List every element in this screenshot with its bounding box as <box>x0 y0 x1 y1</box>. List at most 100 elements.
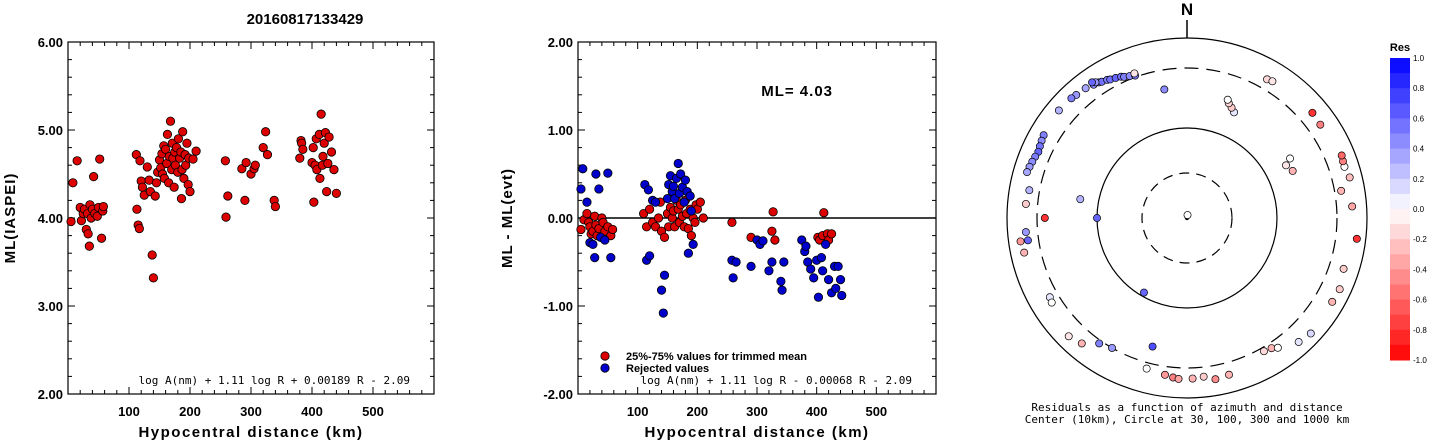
range-circle-1000km <box>1006 37 1368 399</box>
data-point <box>767 257 777 267</box>
colorbar-cell <box>1390 178 1410 195</box>
data-point <box>96 233 107 243</box>
legend-marker-trimmed <box>600 351 610 361</box>
data-point <box>644 251 655 261</box>
figure-title: 20160817133429 <box>247 11 364 28</box>
x-tick-label: 200 <box>179 404 201 419</box>
data-point <box>653 213 664 223</box>
y-tick-label: 2.00 <box>38 387 63 402</box>
azimuth-residual-map: N Residuals as a function of azimuth and… <box>1006 0 1368 426</box>
station-point <box>1108 343 1116 352</box>
station-point <box>1199 372 1208 381</box>
station-point <box>1223 95 1232 104</box>
station-point <box>1259 347 1268 356</box>
data-point <box>603 168 613 178</box>
data-point <box>298 144 308 154</box>
data-point <box>132 204 142 214</box>
colorbar-title: Res <box>1390 42 1410 54</box>
data-point <box>818 266 828 276</box>
station-point <box>1047 298 1056 307</box>
data-point <box>98 201 108 212</box>
data-point <box>731 257 741 267</box>
residual-colorbar: Res 1.0 0.8 0.6 0.4 0.2 0.0 -0.2 -0.4 -0.6 -0.8 -1… <box>1390 42 1427 365</box>
data-point <box>833 261 843 271</box>
y-tick-label: 0.00 <box>548 211 573 226</box>
station-point <box>1345 173 1354 182</box>
station-point <box>1211 375 1220 384</box>
data-point <box>650 197 661 207</box>
data-point <box>582 197 592 207</box>
data-point <box>591 169 601 179</box>
colorbar-cell <box>1390 118 1410 134</box>
data-point <box>819 208 829 218</box>
station-point <box>1268 77 1277 86</box>
data-point <box>250 160 260 170</box>
station-point <box>1040 214 1049 222</box>
data-point <box>644 204 655 214</box>
x-tick-label: 200 <box>686 404 708 419</box>
station-point <box>1174 375 1183 383</box>
data-point <box>322 187 332 197</box>
data-point <box>728 273 738 283</box>
station-point <box>1021 199 1030 208</box>
station-point <box>1023 236 1032 245</box>
station-point <box>1076 195 1085 204</box>
data-point <box>326 147 337 157</box>
data-point <box>686 231 696 241</box>
data-point <box>329 165 339 175</box>
station-point <box>1337 151 1346 160</box>
station-point <box>1021 228 1030 237</box>
data-point <box>768 207 778 217</box>
x-tick-label: 500 <box>865 404 887 419</box>
residual-vs-distance-chart: ML - ML(evt) Hypocentral distance (km) M… <box>499 35 937 441</box>
y-tick-label: -2.00 <box>543 387 573 402</box>
data-point <box>331 188 341 198</box>
data-point <box>162 129 173 139</box>
colorbar-cell <box>1390 254 1410 270</box>
range-circle-30km <box>1141 172 1233 264</box>
data-points <box>576 158 847 318</box>
data-point <box>83 229 93 239</box>
station-point <box>1093 214 1101 222</box>
station-point <box>1140 288 1148 297</box>
data-point <box>767 226 777 236</box>
data-point <box>823 274 834 285</box>
y-tick-label: 3.00 <box>38 299 63 314</box>
data-point <box>295 153 305 163</box>
data-point <box>600 235 610 245</box>
data-point <box>173 134 184 144</box>
colorbar-cell <box>1390 284 1410 301</box>
station-point <box>1183 211 1192 219</box>
station-point <box>1288 167 1297 175</box>
colorbar-cell <box>1390 344 1410 361</box>
data-point <box>142 162 152 172</box>
station-point <box>1148 342 1157 351</box>
data-point <box>676 169 686 179</box>
station-point <box>1188 374 1197 383</box>
station-point <box>1023 168 1031 177</box>
colorbar-cells <box>1390 58 1410 361</box>
x-tick-label: 500 <box>362 404 384 419</box>
data-point <box>801 241 811 251</box>
data-point <box>261 127 271 137</box>
axis-ticks: 100 200 300 400 500 -2.00 -1.00 0.00 1.00 2.00 <box>543 35 937 419</box>
data-point <box>695 197 705 207</box>
data-point <box>777 285 787 295</box>
colorbar-tick-label: 0.8 <box>1413 84 1425 93</box>
data-point <box>66 216 76 227</box>
data-point <box>659 232 670 242</box>
station-point <box>1020 248 1029 257</box>
data-point <box>806 264 816 274</box>
data-point <box>776 276 786 286</box>
y-tick-label: 2.00 <box>548 35 573 50</box>
station-point <box>1294 338 1303 346</box>
data-point <box>179 173 189 183</box>
data-point <box>324 132 334 142</box>
data-point <box>220 156 230 166</box>
data-point <box>150 191 160 201</box>
axis-ticks: 100 200 300 400 500 2.00 3.00 4.00 5.00 6.00 <box>38 35 435 419</box>
data-point <box>308 143 318 153</box>
station-point <box>1067 94 1076 103</box>
station-point <box>1328 297 1337 306</box>
data-point <box>176 194 187 204</box>
